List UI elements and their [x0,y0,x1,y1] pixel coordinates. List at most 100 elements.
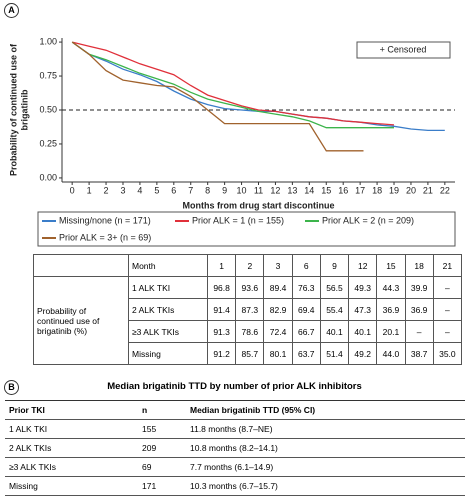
table-row: ≥3 ALK TKIs 91.3 78.6 72.4 66.7 40.1 40.1 20.1–… [34,320,463,343]
y-axis-label: brigatinib [19,89,29,130]
table-cell: 10.3 months (6.7–15.7) [186,476,465,496]
table-cell: 2 ALK TKIs [5,438,138,458]
x-tick-label: 15 [321,185,331,195]
table-cell: 72.4 [263,320,293,343]
table-cell: 51.4 [319,342,350,365]
table-cell: 11.8 months (8.7–NE) [186,419,465,439]
table-cell: 40.1 [319,320,350,343]
table-cell: – [432,320,463,343]
row-label: ≥3 ALK TKIs [128,320,208,343]
x-tick-label: 22 [440,185,450,195]
table-cell: 93.6 [235,276,265,299]
table-cell: 85.7 [235,342,265,365]
legend-label: Prior ALK = 3+ (n = 69) [59,232,151,242]
x-tick-label: 10 [237,185,247,195]
table-cell: 35.0 [432,342,463,365]
column-header: Median brigatinib TTD (95% CI) [186,400,465,420]
table-cell: ≥3 ALK TKIs [5,457,138,477]
column-header: 2 [235,254,265,277]
column-header: Month [128,254,208,277]
row-label: Missing [128,342,208,365]
table-cell: 63.7 [291,342,321,365]
x-tick-label: 14 [304,185,314,195]
table-cell: 55.4 [319,298,350,321]
x-tick-label: 3 [120,185,125,195]
table-row: Month 1 2 3 6 9 12 15 18 21 [33,254,463,277]
table-cell: 44.3 [376,276,406,299]
x-tick-label: 9 [222,185,227,195]
table: Prior TKI n Median brigatinib TTD (95% CI)… [5,400,465,496]
table-cell: 89.4 [263,276,293,299]
table-cell: 69 [138,457,186,477]
table-cell: 91.3 [206,320,237,343]
table-row: Prior TKI n Median brigatinib TTD (95% CI) [5,400,465,420]
column-header: 15 [376,254,406,277]
table-cell: 40.1 [348,320,378,343]
column-header: 1 [206,254,237,277]
x-tick-label: 5 [154,185,159,195]
x-tick-label: 17 [355,185,365,195]
table-cell: 49.3 [348,276,378,299]
table-row: 2 ALK TKIs 209 10.8 months (8.2–14.1) [5,438,465,458]
y-tick-label: 1.00 [39,36,57,46]
row-label: 1 ALK TKI [128,276,208,299]
table-cell: 96.8 [206,276,237,299]
column-header: 3 [263,254,293,277]
x-tick-label: 6 [171,185,176,195]
column-header: 18 [404,254,434,277]
table-cell: 66.7 [291,320,321,343]
x-axis-label: Months from drug start discontinue [183,200,335,210]
x-tick-label: 16 [338,185,348,195]
x-tick-label: 1 [87,185,92,195]
table-cell: 82.9 [263,298,293,321]
series-line [71,41,394,129]
table-cell: – [432,298,463,321]
x-tick-label: 2 [104,185,109,195]
panel-label: B [4,380,19,395]
series-line [71,41,364,152]
x-tick-label: 21 [423,185,433,195]
table-row: ≥3 ALK TKIs 69 7.7 months (6.1–14.9) [5,457,465,477]
column-header: 12 [348,254,378,277]
table-cell: 36.9 [376,298,406,321]
table-cell: 171 [138,476,186,496]
x-tick-label: 12 [270,185,280,195]
y-tick-label: 0.75 [39,70,57,80]
y-tick-label: 0.25 [39,138,57,148]
annotation: + Censored [380,44,427,54]
x-tick-label: 11 [254,185,263,195]
x-tick-label: 7 [188,185,193,195]
table-row: 2 ALK TKIs 91.4 87.3 82.9 69.4 55.4 47.3 36.9 36… [34,298,463,321]
table-cell: 7.7 months (6.1–14.9) [186,457,465,477]
table-cell: 49.2 [348,342,378,365]
y-tick-label: 0.00 [39,172,57,182]
legend-box [37,211,456,247]
x-tick-label: 19 [389,185,399,195]
x-tick-label: 20 [406,185,416,195]
row-label: 2 ALK TKIs [128,298,208,321]
table-cell: 56.5 [319,276,350,299]
table-title: Median brigatinib TTD by number of prior… [107,381,362,392]
table-cell: 78.6 [235,320,265,343]
x-tick-label: 18 [372,185,382,195]
table: Month 1 2 3 6 9 12 15 18 21 Probability of continu… [33,254,463,365]
table-cell: 80.1 [263,342,293,365]
legend-label: Missing/none (n = 171) [59,215,151,225]
table-row: Missing 91.2 85.7 80.1 63.7 51.4 49.2 44.0 38.7 3… [34,342,463,365]
legend-label: Prior ALK = 2 (n = 209) [322,215,414,225]
table-cell: 47.3 [348,298,378,321]
table-cell: 20.1 [376,320,406,343]
column-header: Prior TKI [5,400,138,420]
column-header: 9 [319,254,350,277]
table-cell: 10.8 months (8.2–14.1) [186,438,465,458]
table-row: 1 ALK TKI 155 11.8 months (8.7–NE) [5,419,465,439]
column-header: n [138,400,186,420]
y-tick-label: 0.50 [39,104,57,114]
table-cell: 87.3 [235,298,265,321]
table-cell: 91.2 [206,342,237,365]
x-tick-label: 0 [70,185,75,195]
table-cell: 36.9 [404,298,434,321]
panel-label: A [4,3,19,18]
table-cell: 209 [138,438,186,458]
